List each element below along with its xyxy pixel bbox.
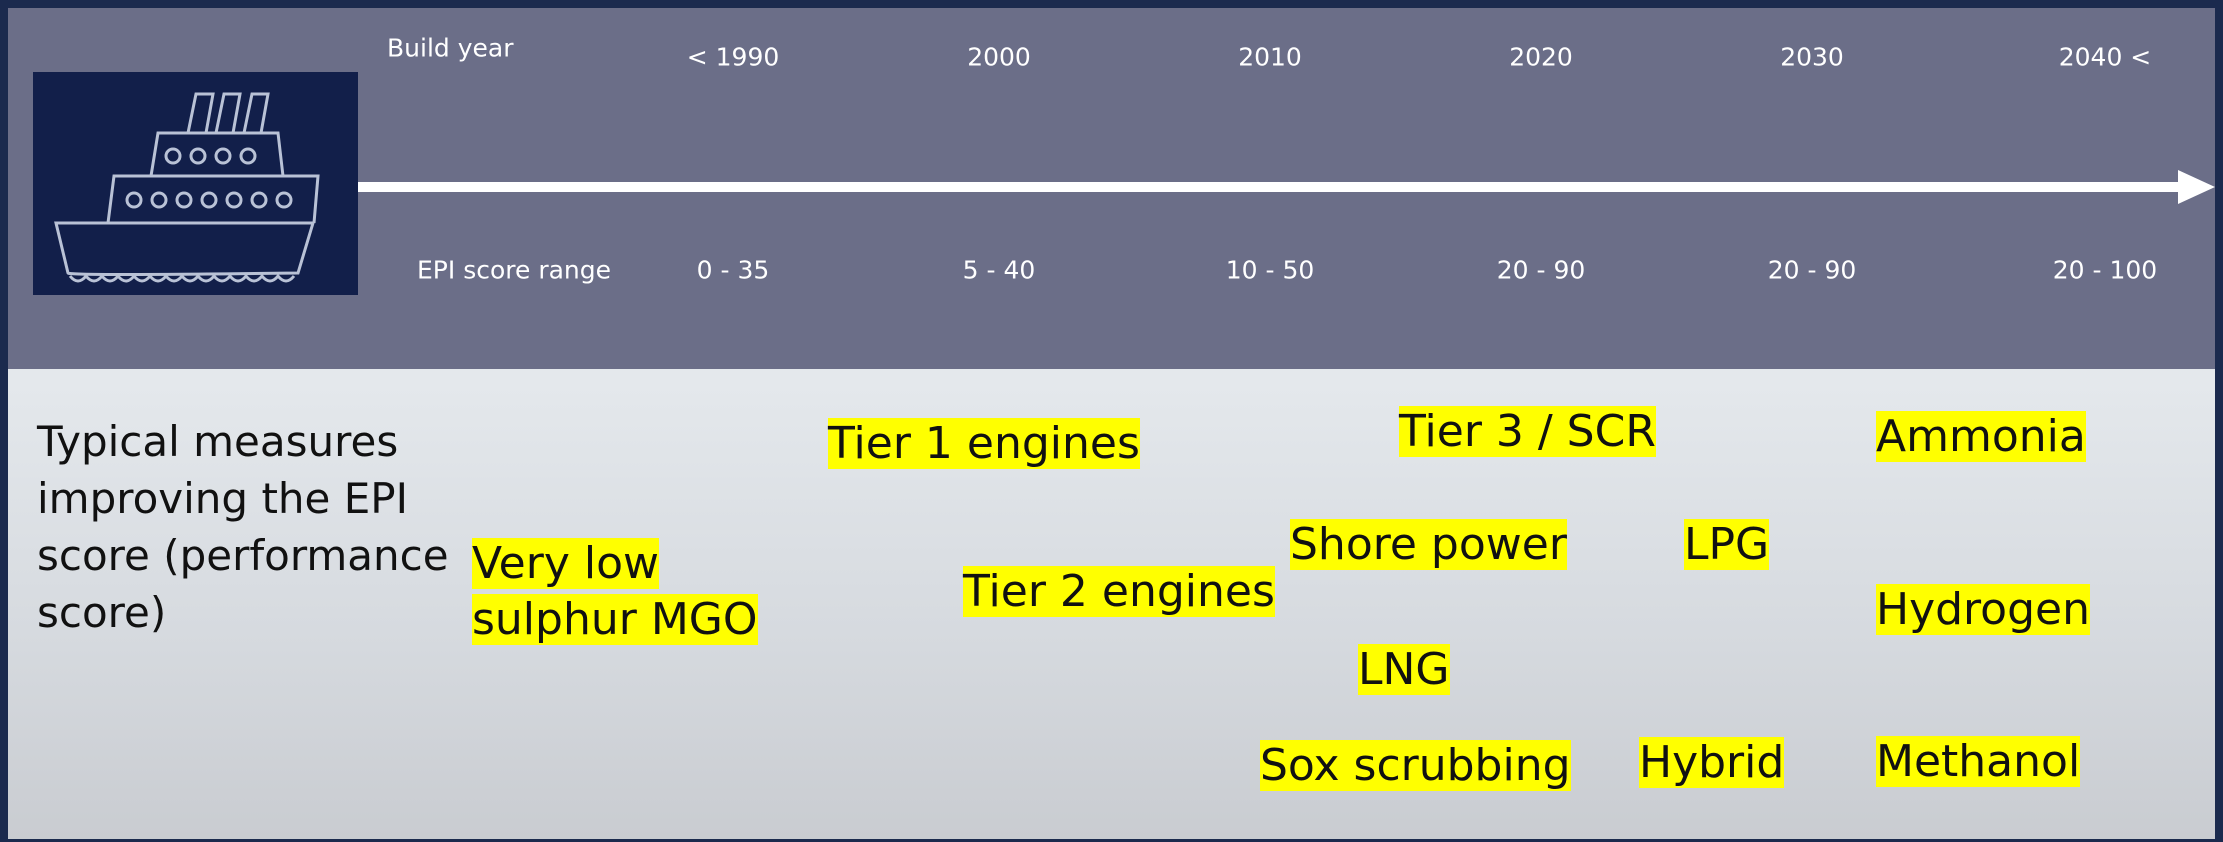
measure-text: Ammonia [1876, 411, 2086, 462]
arrow-head [2178, 170, 2215, 204]
build-year: < 1990 [687, 43, 780, 72]
epi-range: 20 - 90 [1497, 256, 1586, 285]
measure-text: LNG [1358, 644, 1450, 695]
measure-text: Tier 1 engines [828, 418, 1140, 469]
measure-text: Shore power [1290, 519, 1567, 570]
slide: Build year EPI score range < 1990 2000 201… [0, 0, 2223, 842]
measure-text: Very low sulphur MGO [472, 538, 758, 645]
measure: Tier 2 engines [963, 564, 1275, 620]
measure-text: Tier 3 / SCR [1399, 406, 1656, 457]
measure: Very low sulphur MGO [472, 536, 832, 648]
epi-range: 20 - 90 [1768, 256, 1857, 285]
build-year: 2020 [1509, 43, 1573, 72]
measure: Ammonia [1876, 409, 2086, 465]
measure: Shore power [1290, 517, 1567, 573]
epi-range: 20 - 100 [2053, 256, 2157, 285]
build-year: 2030 [1780, 43, 1844, 72]
build-year: 2000 [967, 43, 1031, 72]
measures-heading: Typical measures improving the EPI score… [37, 413, 457, 641]
build-year: 2010 [1238, 43, 1302, 72]
measure-text: Hydrogen [1876, 584, 2090, 635]
measure: Tier 1 engines [828, 416, 1140, 472]
measure-text: Tier 2 engines [963, 566, 1275, 617]
build-year-label: Build year [387, 34, 513, 63]
timeline-graphics [8, 8, 2215, 369]
epi-range: 5 - 40 [963, 256, 1036, 285]
measure-text: Hybrid [1639, 737, 1784, 788]
measure: LNG [1358, 642, 1450, 698]
measure: Hybrid [1639, 735, 1784, 791]
measure: Hydrogen [1876, 582, 2090, 638]
measure: LPG [1684, 517, 1769, 573]
measure: Tier 3 / SCR [1399, 404, 1656, 460]
measure-text: LPG [1684, 519, 1769, 570]
epi-label: EPI score range [417, 256, 611, 285]
measure: Methanol [1876, 734, 2080, 790]
measure: Sox scrubbing [1260, 738, 1571, 794]
measure-text: Sox scrubbing [1260, 740, 1571, 791]
measure-text: Methanol [1876, 736, 2080, 787]
header-band: Build year EPI score range < 1990 2000 201… [8, 8, 2215, 369]
build-year: 2040 < [2059, 43, 2152, 72]
epi-range: 0 - 35 [697, 256, 770, 285]
epi-range: 10 - 50 [1226, 256, 1315, 285]
ship-box [33, 72, 358, 295]
